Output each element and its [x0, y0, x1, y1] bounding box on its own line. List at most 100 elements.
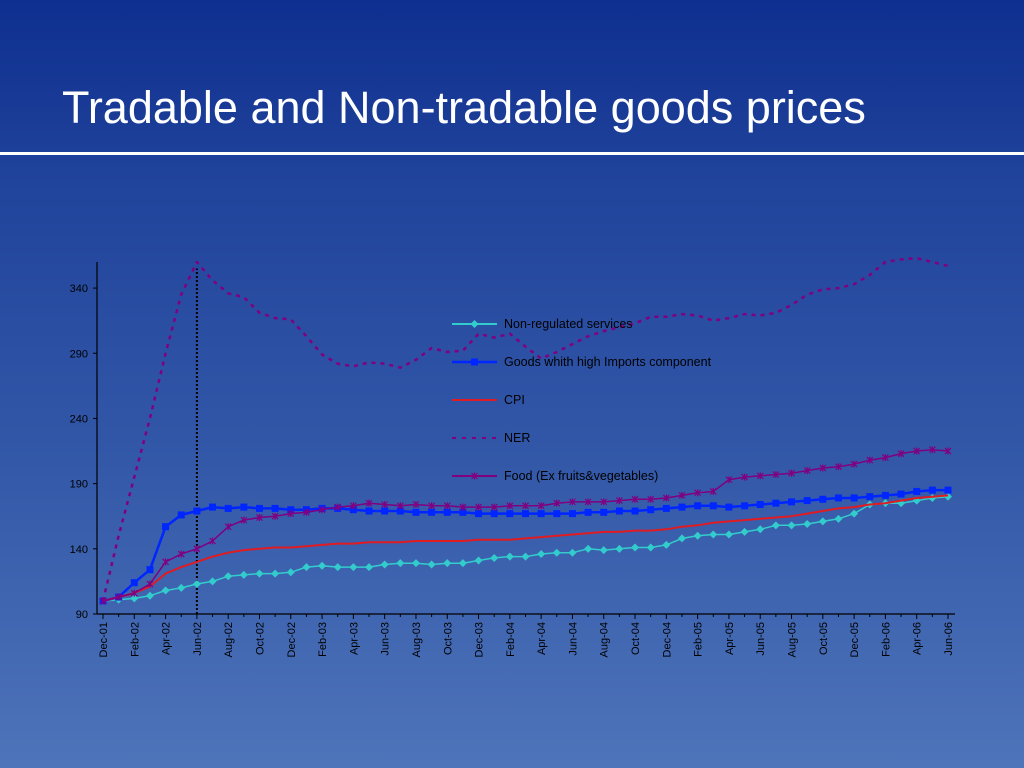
data-point-diamond [490, 553, 499, 562]
data-point-diamond [286, 568, 295, 577]
data-point-star [615, 497, 623, 505]
data-point-star [600, 498, 608, 506]
data-point-star [522, 502, 529, 510]
x-tick-label: Jun-05 [755, 622, 767, 656]
data-point-star [162, 558, 170, 566]
data-point-square [756, 500, 764, 508]
legend-item-0: Non-regulated services [452, 317, 633, 331]
x-tick-label: Oct-02 [254, 622, 266, 655]
x-tick-label: Apr-02 [161, 622, 173, 655]
x-tick-label: Apr-05 [724, 622, 736, 655]
x-tick-label: Dec-04 [661, 622, 673, 657]
chart-legend: Non-regulated services Goods whith high I… [452, 317, 712, 483]
data-point-square [443, 508, 451, 516]
data-point-star [475, 503, 482, 511]
data-point-diamond [239, 570, 248, 579]
data-point-star [412, 500, 420, 508]
x-tick-label: Apr-04 [536, 622, 548, 655]
data-point-diamond [505, 552, 514, 561]
title-divider [0, 152, 1024, 155]
x-tick-label: Jun-03 [380, 622, 392, 656]
legend-label: CPI [504, 393, 525, 407]
data-point-diamond [521, 552, 530, 561]
x-tick-label: Feb-04 [505, 622, 517, 657]
data-point-diamond [818, 517, 827, 526]
x-tick-label: Apr-03 [348, 622, 360, 655]
data-point-square [741, 502, 749, 510]
data-point-star [459, 503, 467, 511]
x-tick-label: Feb-05 [693, 622, 705, 657]
data-point-square [522, 510, 529, 518]
series-3 [101, 256, 949, 602]
data-point-star [115, 593, 123, 601]
series-4 [99, 446, 952, 605]
data-point-star [756, 472, 764, 480]
data-point-star [819, 464, 827, 472]
data-point-diamond [944, 492, 952, 501]
legend-item-3: NER [452, 431, 530, 445]
data-point-star [130, 589, 138, 597]
x-tick-label: Feb-03 [317, 622, 329, 657]
data-point-diamond [803, 520, 812, 529]
data-point-star [553, 499, 561, 507]
data-point-diamond [724, 530, 733, 539]
data-point-square [471, 358, 478, 366]
data-point-diamond [255, 569, 264, 578]
data-point-star [866, 456, 874, 464]
data-point-square [897, 490, 905, 498]
x-tick-label: Aug-04 [599, 622, 611, 657]
data-point-square [834, 494, 842, 502]
data-point-diamond [677, 534, 686, 543]
data-point-square [349, 506, 357, 514]
data-point-square [396, 507, 404, 515]
x-tick-label: Dec-02 [286, 622, 298, 657]
x-tick-label: Feb-02 [129, 622, 141, 657]
data-point-diamond [646, 543, 655, 552]
data-point-star [709, 487, 717, 495]
data-point-square [913, 487, 921, 495]
x-tick-label: Dec-01 [98, 622, 110, 657]
data-point-square [162, 523, 170, 531]
data-point-diamond [599, 546, 608, 555]
x-tick-label: Feb-06 [880, 622, 892, 657]
data-point-square [772, 499, 780, 507]
data-point-star [694, 489, 702, 497]
x-tick-label: Dec-03 [474, 622, 486, 657]
data-point-star [471, 472, 478, 480]
data-point-star [334, 503, 342, 511]
data-point-square [428, 508, 436, 516]
data-point-square [490, 510, 498, 518]
data-point-diamond [568, 548, 577, 557]
data-point-star [506, 502, 514, 510]
data-point-star [741, 473, 748, 481]
data-point-diamond [380, 560, 389, 569]
legend-label: Food (Ex fruits&vegetables) [504, 469, 658, 483]
data-point-square [819, 495, 827, 503]
data-point-star [443, 502, 451, 510]
data-point-diamond [177, 583, 186, 592]
data-point-diamond [427, 560, 436, 569]
data-point-diamond [552, 548, 561, 557]
data-point-diamond [834, 514, 843, 523]
data-point-diamond [709, 530, 718, 539]
data-point-square [412, 508, 420, 516]
data-point-star [256, 514, 263, 522]
data-point-star [349, 502, 357, 510]
y-tick-label: 340 [70, 283, 88, 295]
data-point-square [271, 504, 279, 512]
data-point-star [396, 502, 404, 510]
legend-item-1: Goods whith high Imports component [452, 355, 712, 369]
data-point-square [193, 507, 201, 515]
data-point-star [725, 476, 733, 484]
data-point-square [647, 506, 655, 514]
data-point-star [365, 499, 373, 507]
data-point-square [537, 510, 545, 518]
data-point-diamond [396, 559, 405, 568]
data-point-square [850, 494, 858, 502]
legend-label: NER [504, 431, 530, 445]
legend-label: Non-regulated services [504, 317, 633, 331]
data-point-star [381, 500, 389, 508]
data-point-star [287, 510, 295, 518]
data-point-diamond [161, 586, 170, 595]
series-0 [99, 492, 952, 605]
